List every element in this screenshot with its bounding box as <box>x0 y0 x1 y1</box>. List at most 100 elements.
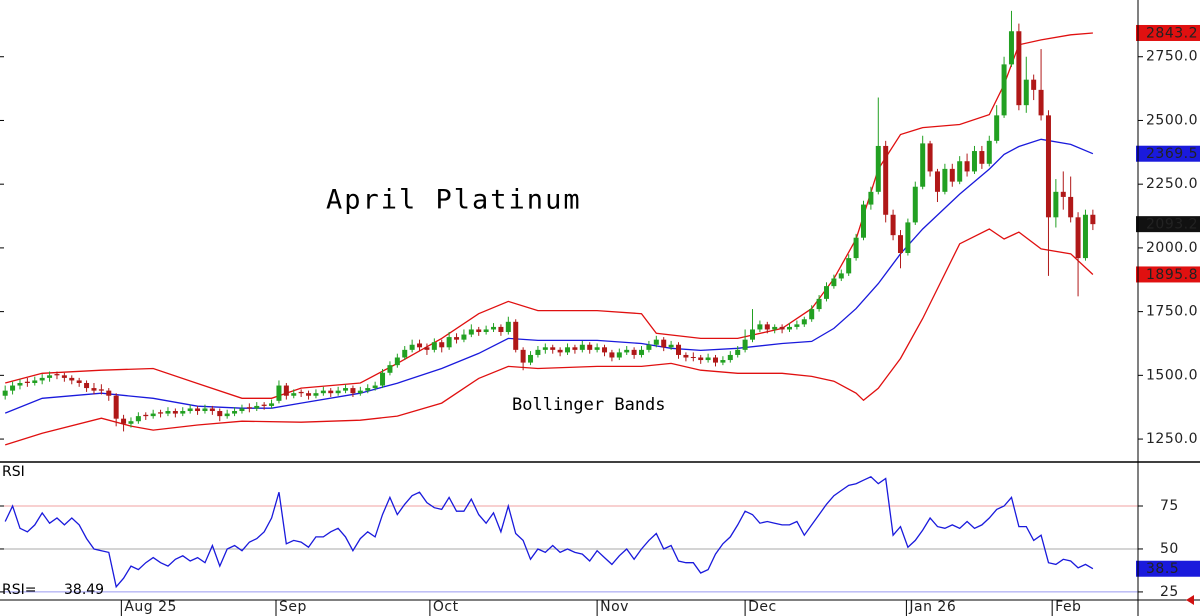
candle-body <box>106 390 112 396</box>
y-tick-label: 1500.0 <box>1146 367 1198 383</box>
candle-body <box>520 349 526 363</box>
candle-body <box>639 349 645 355</box>
candle-body <box>409 344 415 350</box>
candle-body <box>10 385 16 391</box>
candle-body <box>306 393 312 396</box>
candle-body <box>491 326 497 330</box>
candle-body <box>209 408 215 412</box>
candle-body <box>47 375 53 378</box>
candle-body <box>476 329 482 333</box>
candle-body <box>994 115 1000 141</box>
candle-body <box>439 342 445 348</box>
line-series <box>5 32 1093 399</box>
candle-body <box>661 339 667 348</box>
candle-body <box>698 357 704 361</box>
candle-body <box>772 326 778 330</box>
last-value: 1895.8 <box>1146 267 1198 283</box>
last-value-box <box>1136 266 1200 283</box>
plot-layer: 1250.0 1500.0 1750.0 2000.0 2250.0 2500.0 2750… <box>0 10 1200 616</box>
candle-body <box>668 344 674 348</box>
candle-body <box>757 324 763 330</box>
candle-body <box>1082 214 1088 259</box>
candle-body <box>32 380 38 383</box>
candle-body <box>24 381 30 383</box>
candle-body <box>372 385 378 389</box>
candle-body <box>328 390 334 394</box>
candle-body <box>298 391 304 394</box>
candle-body <box>291 393 297 396</box>
y-tick-label: 75 <box>1160 498 1179 514</box>
candle-body <box>2 390 8 396</box>
candle-body <box>195 408 201 412</box>
candle-body <box>239 408 245 412</box>
candle-body <box>979 151 985 164</box>
candle-body <box>276 385 282 401</box>
candle-body <box>587 344 593 350</box>
candle-body <box>957 161 963 182</box>
last-close-box <box>1136 216 1200 233</box>
candle-body <box>735 349 741 355</box>
y-tick-label: 2250.0 <box>1146 176 1198 192</box>
candle-body <box>883 145 889 215</box>
candle-body <box>705 357 711 361</box>
candle-body <box>283 385 289 396</box>
candle-body <box>912 186 918 223</box>
candle-body <box>713 357 719 363</box>
candle-body <box>846 258 852 274</box>
candle-body <box>446 337 452 348</box>
candle-body <box>794 324 800 327</box>
candle-body <box>616 352 622 358</box>
candle-body <box>868 191 874 205</box>
candle-body <box>269 403 275 406</box>
last-value-box <box>1136 24 1200 41</box>
candle-body <box>246 407 252 409</box>
candle-body <box>143 414 149 417</box>
candle-body <box>261 404 267 406</box>
candle-body <box>1075 217 1081 259</box>
candle-body <box>387 365 393 373</box>
x-tick-label: Feb <box>1055 599 1081 615</box>
chart-title: April Platinum <box>326 185 582 216</box>
candle-body <box>513 321 519 350</box>
scroll-arrow[interactable] <box>1186 595 1194 605</box>
candle-body <box>202 408 208 412</box>
candle-body <box>986 140 992 164</box>
candle-body <box>750 329 756 340</box>
candle-body <box>135 416 141 422</box>
candle-body <box>609 352 615 358</box>
x-tick-label: Jan 26 <box>908 599 956 615</box>
candle-body <box>535 349 541 355</box>
candle-body <box>831 278 837 287</box>
candle-body <box>624 349 630 353</box>
x-tick-label: Dec <box>748 599 777 615</box>
x-tick-label: Sep <box>279 599 307 615</box>
candle-body <box>602 347 608 353</box>
candle-body <box>816 298 822 310</box>
candle-body <box>39 377 45 381</box>
candle-body <box>875 145 881 192</box>
candle-body <box>1031 79 1037 90</box>
candle-body <box>224 413 230 417</box>
candle-body <box>631 349 637 355</box>
candle-body <box>424 347 430 350</box>
candle-body <box>1060 191 1066 197</box>
candle-body <box>720 360 726 363</box>
candle-body <box>172 411 178 414</box>
candle-body <box>801 319 807 325</box>
candle-body <box>683 354 689 358</box>
candle-body <box>402 349 408 358</box>
candle-body <box>1090 214 1096 225</box>
candle-body <box>779 326 785 330</box>
y-tick-label: 1750.0 <box>1146 304 1198 320</box>
candle-body <box>860 204 866 238</box>
candle-body <box>128 421 134 424</box>
y-tick-label: 50 <box>1160 541 1179 557</box>
candle-body <box>905 222 911 253</box>
candle-body <box>84 382 90 389</box>
candle-body <box>54 374 60 376</box>
candle-body <box>565 347 571 353</box>
candle-body <box>920 143 926 187</box>
x-tick-label: Oct <box>433 599 459 615</box>
candle-body <box>313 393 319 396</box>
candle-body <box>1068 196 1074 218</box>
